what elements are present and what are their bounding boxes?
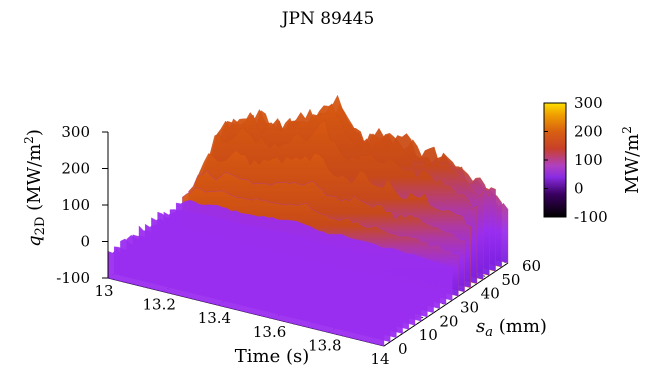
colorbar-ticks: 300 200 100 0 -100 <box>544 94 608 226</box>
y-tick-label: 10 <box>419 326 438 344</box>
colorbar-tick-label: 0 <box>574 180 584 198</box>
y-axis-label: sa (mm) <box>476 316 547 340</box>
x-tick-label: 13.6 <box>253 323 286 341</box>
colorbar-label: MW/m2 <box>620 126 643 194</box>
y-axis-label-subscript: a <box>485 325 493 340</box>
x-tick-label: 14 <box>370 350 389 368</box>
y-axis-label-symbol: s <box>476 316 485 337</box>
surface-strip <box>107 248 385 347</box>
y-tick-label: 50 <box>501 271 520 289</box>
z-axis-label-close: ) <box>24 129 45 136</box>
z-axis-label-symbol: q <box>24 235 45 247</box>
z-tick-label: 300 <box>61 123 90 141</box>
colorbar-label-unit: MW/m <box>622 134 643 194</box>
z-tick-label: -100 <box>56 269 90 287</box>
x-tick-label: 13.2 <box>142 296 175 314</box>
y-tick-label: 20 <box>439 312 458 330</box>
z-axis-label-subscript: 2D <box>33 217 48 236</box>
surface-layer <box>107 94 509 347</box>
z-axis-label-unit: (MW/m <box>24 144 45 217</box>
y-tick-label: 40 <box>481 285 500 303</box>
z-tick-label: 100 <box>61 196 90 214</box>
y-tick-label: 60 <box>522 257 541 275</box>
colorbar-tick-label: 300 <box>574 94 603 112</box>
colorbar-tick-label: 100 <box>574 151 603 169</box>
colorbar-tick-label: 200 <box>574 123 603 141</box>
colorbar-label-exp: 2 <box>620 126 634 134</box>
z-axis-label-exp: 2 <box>22 136 36 144</box>
x-axis-label: Time (s) <box>235 346 310 367</box>
z-tick-label: 0 <box>80 233 90 251</box>
chart-title: JPN 89445 <box>280 9 375 29</box>
z-axis-label: q2D (MW/m2) <box>22 129 48 247</box>
y-tick-label: 0 <box>398 340 408 358</box>
x-tick-label: 13 <box>94 282 113 300</box>
x-tick-label: 13.4 <box>198 309 231 327</box>
colorbar-tick-label: -100 <box>574 208 608 226</box>
y-axis-label-unit: (mm) <box>493 316 547 337</box>
colorbar <box>544 103 566 217</box>
x-tick-label: 13.8 <box>308 336 341 354</box>
y-tick-label: 30 <box>460 299 479 317</box>
z-tick-label: 200 <box>61 160 90 178</box>
